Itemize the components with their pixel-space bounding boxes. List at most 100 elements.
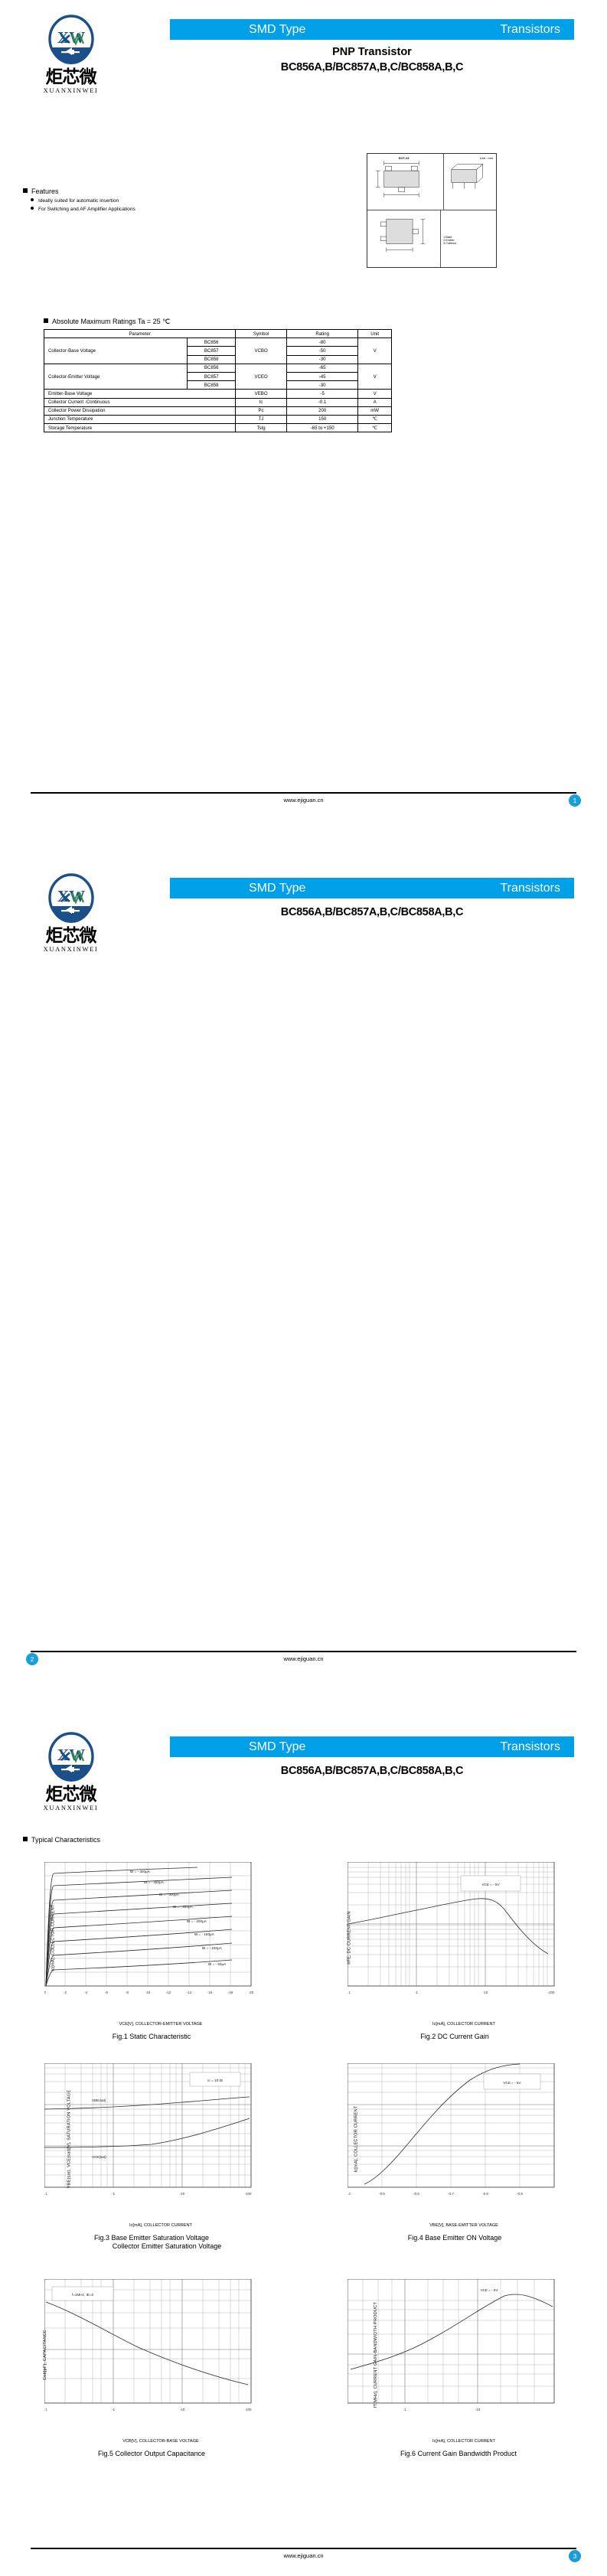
table-row: Emitter-Base Voltage VEBO -5 V	[43, 389, 392, 399]
figure-caption: Fig.5 Collector Output Capacitance	[97, 2450, 206, 2457]
svg-text:-10: -10	[180, 2408, 185, 2411]
cell-rating: -50	[286, 346, 359, 356]
figure-caption: Fig.3 Base Emitter Saturation Voltage	[93, 2234, 210, 2242]
page-2: XW 炬芯微 XUANXINWEI SMD Type Transistors B…	[0, 859, 607, 1717]
svg-text:-14: -14	[187, 1991, 192, 1994]
figure-caption: Fig.4 Base Emitter ON Voltage	[407, 2234, 502, 2242]
chart-annotation: VCE = - 5V	[503, 2081, 521, 2085]
table-row: BC857 -50	[44, 346, 392, 356]
cell-unit: V	[357, 389, 392, 399]
svg-text:-100: -100	[245, 2192, 252, 2196]
x-axis-label: Ic[mA], COLLECTOR CURRENT	[129, 2223, 192, 2228]
figure-3: VBE(sat), VCE(sat)[V], SATURATION VOLTAG…	[0, 2060, 303, 2250]
logo-chinese-name: 炬芯微	[45, 1785, 97, 1804]
footer-rule	[31, 792, 576, 794]
chart-fig5: Cob[pF], CAPACITANCE	[21, 2276, 282, 2444]
svg-text:-16: -16	[207, 1991, 213, 1994]
series-label: IB = - 250μA	[173, 1905, 194, 1909]
table-row: BC858 -30	[44, 354, 392, 364]
figure-4: Ic[mA], COLLECTOR CURRENT	[303, 2060, 606, 2250]
cell-rating: -65 to +150	[286, 423, 359, 433]
page-number-badge: 2	[26, 1653, 38, 1665]
table-row: Collector-Base Voltage BC856 VCBO -80 V	[43, 337, 392, 364]
series-label: IB = - 300μA	[159, 1893, 180, 1896]
pin-label: 2.Emitter	[443, 239, 455, 242]
banner-left-label: SMD Type	[249, 881, 306, 895]
page-header-1: XW 炬芯微 XUANXINWEI SMD Type Transistors P…	[0, 0, 607, 115]
svg-text:-0: -0	[44, 1991, 47, 1994]
cell-type: BC856	[187, 363, 237, 373]
chart-annotation: VCE = - 5V	[480, 2288, 498, 2292]
list-item: Ideally suited for automatic insertion	[31, 198, 135, 204]
cell-rating: -30	[286, 380, 359, 390]
xxw-oval-logo-icon: XW	[44, 1731, 98, 1785]
table-row: Collector Power Dissipation Pc 200 mW	[43, 406, 392, 416]
figure-1: Ic[mA], COLLECTOR CURRENT	[0, 1859, 303, 2040]
logo-chinese-name: 炬芯微	[45, 67, 97, 86]
series-label: IB = - 50μA	[208, 1962, 227, 1966]
cell-symbol: VCEO	[235, 363, 288, 390]
features-heading: Features	[23, 187, 135, 195]
bullet-square-icon	[23, 188, 28, 193]
product-type-title: PNP Transistor	[332, 46, 412, 58]
footer-url[interactable]: www.ejiguan.cn	[283, 797, 324, 804]
cell-symbol: VCBO	[235, 337, 288, 364]
svg-text:-1: -1	[415, 1991, 418, 1994]
cell-parameter: Collector Current -Continuous	[43, 397, 237, 407]
header-banner: SMD Type Transistors	[170, 19, 574, 40]
table-row: Collector Current -Continuous Ic -0.1 A	[43, 397, 392, 407]
figure-2: hFE, DC CURRENT GAIN	[303, 1859, 606, 2040]
absolute-max-ratings-section: Absolute Maximum Ratings Ta = 25 ℃ Param…	[43, 318, 392, 433]
logo-pinyin: XUANXINWEI	[43, 86, 99, 94]
figure-5: Cob[pF], CAPACITANCE	[0, 2276, 303, 2457]
footer-url[interactable]: www.ejiguan.cn	[283, 2552, 324, 2559]
cell-symbol: VEBO	[235, 389, 288, 399]
svg-text:-10: -10	[475, 2408, 481, 2411]
page-footer-3: www.ejiguan.cn 3	[31, 2548, 581, 2562]
col-symbol: Symbol	[235, 328, 288, 339]
company-logo: XW 炬芯微 XUANXINWEI	[31, 872, 111, 953]
svg-text:-1: -1	[112, 2408, 115, 2411]
page-footer-2: www.ejiguan.cn 2	[26, 1651, 576, 1665]
cell-symbol: Tstg	[235, 423, 288, 433]
cell-parameter: Collector-Emitter Voltage	[43, 363, 188, 390]
svg-text:-0.1: -0.1	[348, 1991, 351, 1994]
chart-fig2: hFE, DC CURRENT GAIN	[325, 1859, 585, 2027]
col-unit: Unit	[357, 328, 392, 339]
chart-fig4: Ic[mA], COLLECTOR CURRENT	[325, 2060, 585, 2228]
pin-legend: 1.Base 2.Emitter 3.Collector	[441, 210, 496, 267]
cell-parameter: Collector Power Dissipation	[43, 406, 237, 416]
x-axis-label: Ic[mA], COLLECTOR CURRENT	[432, 2022, 495, 2027]
figure-caption-line2: Collector Emitter Saturation Voltage	[112, 2242, 222, 2250]
banner-right-label: Transistors	[500, 1740, 560, 1753]
svg-text:-8: -8	[126, 1991, 129, 1994]
cell-rating: 200	[286, 406, 359, 416]
table-row: Collector-Emitter Voltage BC856 VCEO -65…	[43, 363, 392, 390]
part-numbers-title: BC856A,B/BC857A,B,C/BC858A,B,C	[280, 61, 464, 73]
page-number-badge: 1	[569, 794, 581, 807]
cell-unit: ℃	[357, 423, 392, 433]
svg-text:-0.8: -0.8	[482, 2192, 488, 2196]
list-item: For Switching and AF Amplifier Applicati…	[31, 207, 135, 212]
x-axis-label: VCE[V], COLLECTOR-EMITTER VOLTAGE	[119, 2022, 203, 2027]
figure-caption: Fig.6 Current Gain Bandwidth Product	[400, 2450, 517, 2457]
banner-left-label: SMD Type	[249, 1740, 306, 1753]
svg-text:-0.5: -0.5	[379, 2192, 385, 2196]
svg-text:-10: -10	[145, 1991, 151, 1994]
chart-fig1: Ic[mA], COLLECTOR CURRENT	[21, 1859, 282, 2027]
chart-annotation: f=1MHz, IE=0	[72, 2293, 94, 2297]
cell-type: BC858	[187, 354, 237, 364]
cell-symbol: TJ	[235, 414, 288, 425]
pin-label: 1.Base	[443, 236, 452, 239]
part-numbers-title: BC856A,B/BC857A,B,C/BC858A,B,C	[280, 1765, 464, 1777]
col-parameter: Parameter	[43, 328, 237, 339]
absolute-max-heading: Absolute Maximum Ratings Ta = 25 ℃	[44, 318, 392, 326]
cell-type: BC857	[187, 371, 237, 382]
x-axis-label: VBE[V], BASE-EMITTER VOLTAGE	[429, 2223, 498, 2228]
banner-left-label: SMD Type	[249, 22, 306, 36]
logo-pinyin: XUANXINWEI	[43, 945, 99, 953]
features-section: Features Ideally suited for automatic in…	[23, 187, 135, 212]
absolute-max-table: Parameter Symbol Rating Unit Collector-B…	[43, 328, 392, 433]
footer-url[interactable]: www.ejiguan.cn	[283, 1655, 324, 1662]
company-logo: XW 炬芯微 XUANXINWEI	[31, 14, 111, 94]
